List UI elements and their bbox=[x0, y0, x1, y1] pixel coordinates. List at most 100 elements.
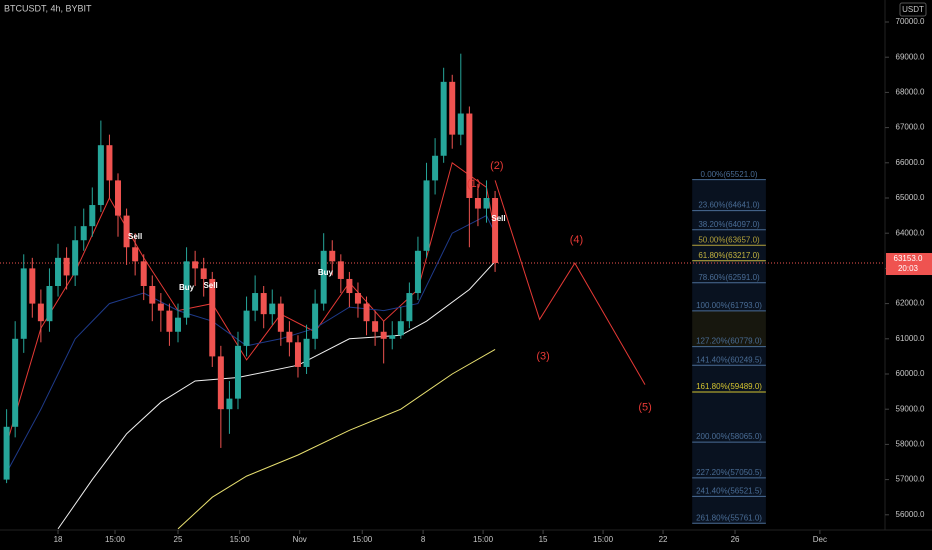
x-tick-label: 15:00 bbox=[473, 535, 494, 544]
candle-body bbox=[20, 268, 27, 339]
x-tick-label: 26 bbox=[731, 535, 740, 544]
candle-body bbox=[380, 331, 387, 339]
fib-label: 61.80%(63217.0) bbox=[698, 251, 760, 260]
candle-body bbox=[37, 303, 44, 322]
candle-body bbox=[440, 81, 447, 156]
candle-body bbox=[474, 197, 481, 209]
candle-body bbox=[312, 303, 319, 339]
x-tick-label: 15:00 bbox=[593, 535, 614, 544]
fib-band bbox=[692, 282, 766, 311]
candle-body bbox=[106, 145, 113, 181]
fib-band bbox=[692, 442, 766, 478]
y-tick-label: 69000.0 bbox=[896, 52, 925, 61]
y-tick-label: 61000.0 bbox=[896, 334, 925, 343]
candle-body bbox=[286, 331, 293, 343]
candle-body bbox=[132, 247, 139, 262]
candle-body bbox=[483, 197, 490, 209]
candle-body bbox=[277, 303, 284, 332]
y-tick-label: 64000.0 bbox=[896, 228, 925, 237]
candle-body bbox=[97, 145, 104, 206]
fib-label: 50.00%(63657.0) bbox=[698, 235, 760, 244]
fib-band bbox=[692, 260, 766, 283]
x-tick-label: Dec bbox=[813, 535, 827, 544]
candle-body bbox=[217, 356, 224, 410]
fib-label: 200.00%(58065.0) bbox=[696, 432, 762, 441]
moving-average bbox=[6, 214, 496, 473]
candle-body bbox=[3, 426, 10, 480]
candle-body bbox=[12, 338, 19, 427]
plot: (1) (2) (3) (4) (5) Sell Buy Sell Buy Sell bbox=[0, 53, 885, 530]
x-tick-label: 25 bbox=[174, 535, 183, 544]
fib-band bbox=[692, 391, 766, 443]
candle-body bbox=[123, 215, 130, 248]
candle-body bbox=[492, 197, 499, 264]
candle-body bbox=[423, 180, 430, 251]
wave-label: (3) bbox=[536, 350, 549, 362]
candle-body bbox=[192, 261, 199, 269]
candle-body bbox=[337, 261, 344, 279]
candle-body bbox=[466, 113, 473, 198]
fib-band bbox=[692, 346, 766, 366]
fib-band bbox=[692, 210, 766, 230]
moving-average bbox=[177, 348, 496, 530]
fib-label: 100.00%(61793.0) bbox=[696, 301, 762, 310]
candle-body bbox=[397, 321, 404, 336]
candle-body bbox=[406, 293, 413, 322]
x-tick-label: 15:00 bbox=[105, 535, 126, 544]
x-tick-label: 8 bbox=[421, 535, 426, 544]
candle-body bbox=[63, 257, 70, 276]
fib-band bbox=[692, 310, 766, 347]
x-tick-label: 15:00 bbox=[230, 535, 251, 544]
y-tick-label: 59000.0 bbox=[896, 404, 925, 413]
signal-label: Buy bbox=[179, 283, 195, 292]
fib-label: 227.20%(57050.5) bbox=[696, 468, 762, 477]
candle-body bbox=[166, 310, 173, 332]
y-tick-label: 56000.0 bbox=[896, 510, 925, 519]
candle-body bbox=[260, 293, 267, 315]
fib-label: 38.20%(64097.0) bbox=[698, 220, 760, 229]
candle-body bbox=[449, 81, 456, 135]
currency-box bbox=[899, 2, 927, 17]
fib-label: 241.40%(56521.5) bbox=[696, 487, 762, 496]
candle-body bbox=[372, 321, 379, 332]
candle-body bbox=[243, 310, 250, 346]
y-tick-label: 60000.0 bbox=[896, 369, 925, 378]
fib-band bbox=[692, 365, 766, 392]
candle-body bbox=[457, 113, 464, 135]
price-tag-label: 63153.0 bbox=[894, 254, 923, 263]
candle-body bbox=[72, 240, 79, 276]
candle-body bbox=[226, 398, 233, 410]
axes: 56000.0 57000.0 58000.0 59000.0 60000.0 61000… bbox=[54, 17, 932, 544]
candle-body bbox=[294, 342, 301, 367]
candle-body bbox=[252, 293, 259, 311]
candle-body bbox=[363, 303, 370, 322]
fib-label: 141.40%(60249.5) bbox=[696, 355, 762, 364]
y-tick-label: 62000.0 bbox=[896, 299, 925, 308]
candle-body bbox=[149, 285, 156, 304]
fib-label: 0.00%(65521.0) bbox=[701, 170, 758, 179]
fib-label: 78.60%(62591.0) bbox=[698, 273, 760, 282]
candle-body bbox=[157, 303, 164, 311]
candle-body bbox=[115, 180, 122, 216]
currency-label: USDT bbox=[902, 5, 924, 14]
candle-body bbox=[55, 257, 62, 286]
y-tick-label: 58000.0 bbox=[896, 440, 925, 449]
x-tick-label: 15:00 bbox=[352, 535, 373, 544]
y-tick-label: 66000.0 bbox=[896, 158, 925, 167]
candle-body bbox=[234, 345, 241, 399]
signal-label: Sell bbox=[203, 281, 217, 290]
y-tick-label: 68000.0 bbox=[896, 88, 925, 97]
fib-label: 161.80%(59489.0) bbox=[696, 382, 762, 391]
fib-label: 127.20%(60779.0) bbox=[696, 337, 762, 346]
y-tick-label: 70000.0 bbox=[896, 17, 925, 26]
candle-body bbox=[320, 250, 327, 304]
candle-body bbox=[432, 155, 439, 181]
candle-body bbox=[414, 250, 421, 294]
x-tick-label: 15 bbox=[539, 535, 548, 544]
signal-label: Buy bbox=[318, 268, 334, 277]
candle-body bbox=[89, 205, 96, 227]
wave-label: (2) bbox=[490, 160, 503, 172]
fib-band bbox=[692, 245, 766, 261]
